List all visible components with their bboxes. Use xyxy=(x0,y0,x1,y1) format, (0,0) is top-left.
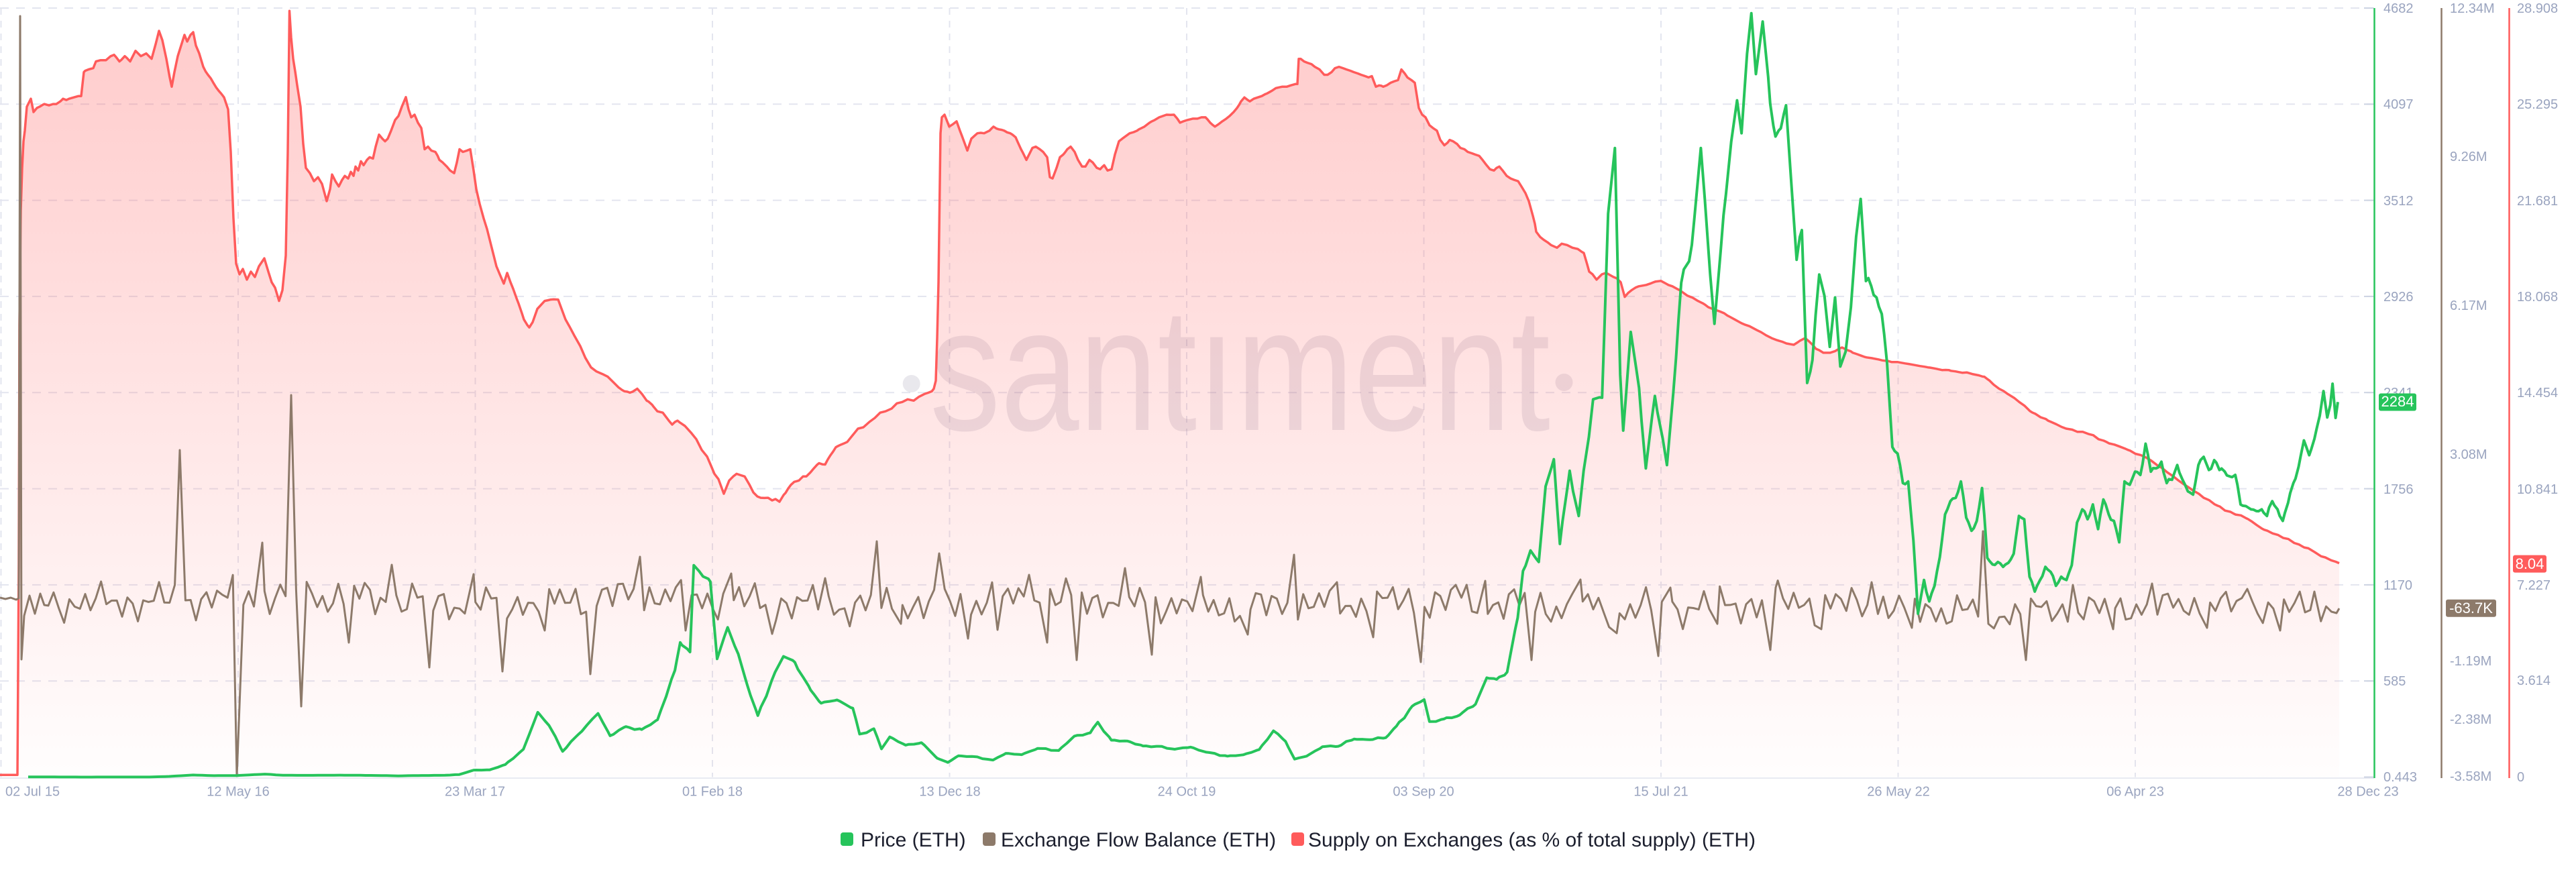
svg-text:4682: 4682 xyxy=(2383,1,2414,16)
svg-text:2284: 2284 xyxy=(2381,393,2414,410)
svg-text:28.908: 28.908 xyxy=(2517,1,2558,16)
svg-text:12 May 16: 12 May 16 xyxy=(207,785,269,800)
svg-text:26 May 22: 26 May 22 xyxy=(1867,785,1929,800)
svg-text:3.08M: 3.08M xyxy=(2450,447,2487,462)
svg-text:23 Mar 17: 23 Mar 17 xyxy=(445,785,505,800)
svg-text:-1.19M: -1.19M xyxy=(2450,654,2491,669)
svg-text:3512: 3512 xyxy=(2383,194,2414,209)
svg-text:-3.58M: -3.58M xyxy=(2450,769,2491,784)
svg-text:14.454: 14.454 xyxy=(2517,386,2558,400)
svg-text:7.227: 7.227 xyxy=(2517,578,2551,593)
svg-text:6.17M: 6.17M xyxy=(2450,298,2487,313)
svg-text:Supply on Exchanges (as % of t: Supply on Exchanges (as % of total suppl… xyxy=(1308,829,1756,851)
svg-text:2926: 2926 xyxy=(2383,290,2414,305)
svg-text:4097: 4097 xyxy=(2383,97,2414,112)
svg-text:13 Dec 18: 13 Dec 18 xyxy=(919,785,980,800)
svg-text:1170: 1170 xyxy=(2383,578,2412,593)
svg-text:9.26M: 9.26M xyxy=(2450,150,2487,164)
svg-text:03 Sep 20: 03 Sep 20 xyxy=(1393,785,1454,800)
svg-text:01 Feb 18: 01 Feb 18 xyxy=(682,785,743,800)
svg-text:1756: 1756 xyxy=(2383,482,2414,497)
svg-text:12.34M: 12.34M xyxy=(2450,1,2495,16)
svg-text:-2.38M: -2.38M xyxy=(2450,712,2491,727)
svg-text:10.841: 10.841 xyxy=(2517,482,2558,497)
svg-text:06 Apr 23: 06 Apr 23 xyxy=(2106,785,2164,800)
svg-text:18.068: 18.068 xyxy=(2517,290,2558,305)
svg-text:585: 585 xyxy=(2383,674,2406,689)
svg-text:15 Jul 21: 15 Jul 21 xyxy=(1633,785,1688,800)
svg-text:21.681: 21.681 xyxy=(2517,194,2558,209)
svg-text:0.443: 0.443 xyxy=(2383,770,2417,785)
svg-text:8.04: 8.04 xyxy=(2516,555,2544,572)
svg-text:02 Jul 15: 02 Jul 15 xyxy=(5,785,60,800)
svg-text:3.614: 3.614 xyxy=(2517,673,2551,688)
svg-text:Price (ETH): Price (ETH) xyxy=(861,829,966,851)
svg-text:28 Dec 23: 28 Dec 23 xyxy=(2337,785,2398,800)
svg-text:24 Oct 19: 24 Oct 19 xyxy=(1158,785,1216,800)
svg-text:25.295: 25.295 xyxy=(2517,97,2558,112)
svg-text:-63.7K: -63.7K xyxy=(2449,600,2493,616)
svg-text:0: 0 xyxy=(2517,770,2524,785)
svg-text:Exchange Flow Balance (ETH): Exchange Flow Balance (ETH) xyxy=(1001,829,1276,851)
